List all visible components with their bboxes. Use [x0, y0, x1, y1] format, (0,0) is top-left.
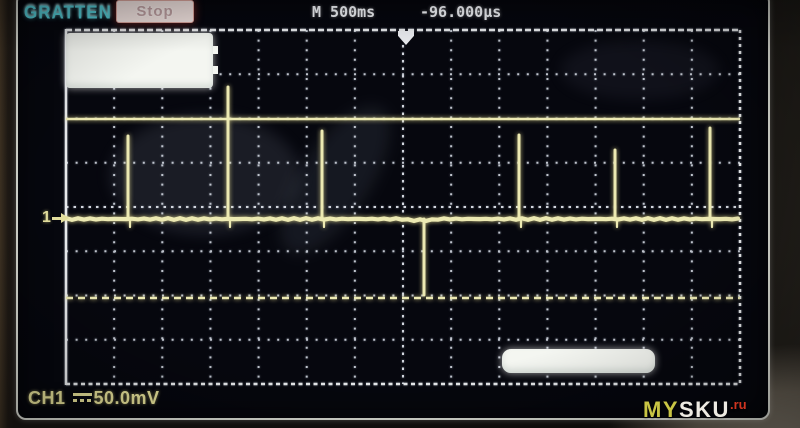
- trigger-offset-readout: -96.000μs: [420, 3, 502, 21]
- brand-logo: GRATTEN: [24, 2, 112, 23]
- run-state-badge: Stop: [116, 0, 194, 23]
- menu-box-notch: [213, 46, 218, 54]
- run-state-label: Stop: [136, 3, 174, 20]
- arrow-shaft-icon: [51, 216, 61, 220]
- volts-per-div-readout: 50.0mV: [93, 388, 160, 408]
- menu-placeholder-box: [66, 33, 218, 88]
- watermark-my: MY: [643, 397, 679, 422]
- watermark: MYSKU.ru: [643, 397, 747, 423]
- menu-box-notch: [213, 66, 218, 74]
- channel1-marker-label: 1: [42, 209, 51, 226]
- watermark-ru: .ru: [729, 397, 747, 412]
- arrow-right-icon: [60, 213, 69, 223]
- bezel-edge: [0, 0, 13, 428]
- channel1-marker: 1: [42, 209, 69, 227]
- timebase-readout: M 500ms: [312, 3, 376, 21]
- dc-coupling-icon: [72, 392, 92, 408]
- message-placeholder-box: [502, 349, 655, 373]
- channel-status-bar: CH1 50.0mV: [28, 388, 160, 409]
- watermark-sku: SKU: [679, 397, 730, 422]
- channel-label: CH1: [28, 388, 66, 408]
